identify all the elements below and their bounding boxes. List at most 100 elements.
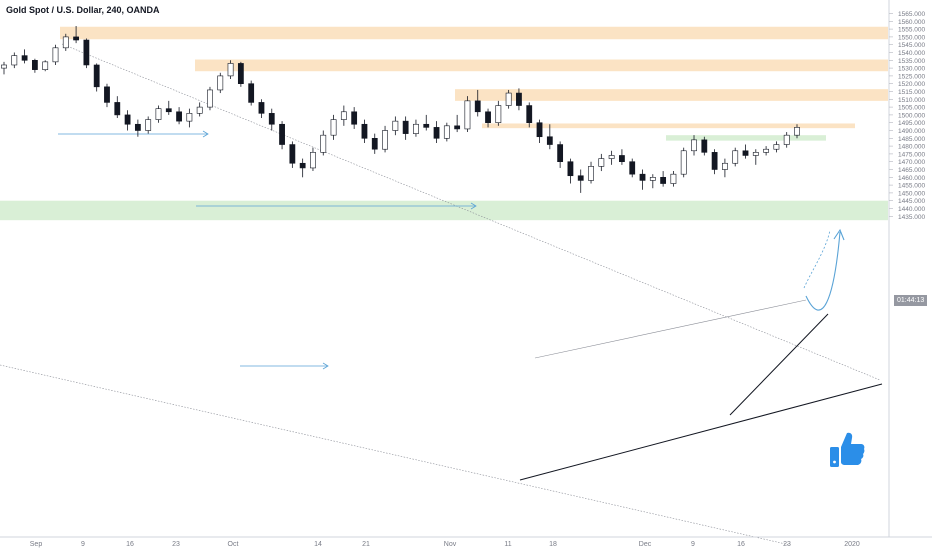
price-tick-label: 1530.000: [898, 66, 925, 73]
arrow-head: [322, 362, 329, 370]
price-tick-label: 1500.000: [898, 112, 925, 119]
candle-body: [691, 139, 697, 152]
candle-body: [248, 83, 255, 103]
resistance-zone: [60, 26, 888, 40]
candle-body: [763, 148, 770, 153]
candle-body: [722, 162, 728, 170]
candle-body: [505, 92, 512, 106]
price-tick-label: 1565.000: [898, 11, 925, 18]
candle-body: [495, 105, 502, 124]
current-price-badge: 01:44:13: [894, 295, 928, 306]
time-tick-label: 16: [737, 541, 745, 548]
candle-body: [73, 36, 79, 41]
candle-body: [711, 152, 718, 170]
price-tick-label: 1490.000: [898, 128, 925, 135]
time-tick-label: 16: [126, 541, 134, 548]
rising-trendline: [729, 313, 829, 416]
price-tick-label: 1545.000: [898, 42, 925, 49]
candle-body: [330, 119, 337, 136]
candle-body: [423, 123, 430, 128]
candle-body: [83, 39, 90, 66]
candle-body: [670, 173, 677, 184]
candle-body: [124, 114, 131, 125]
candle-body: [42, 61, 49, 70]
resistance-zone: [482, 123, 855, 129]
chart-title: Gold Spot / U.S. Dollar, 240, OANDA: [6, 5, 160, 15]
support-zone: [666, 135, 826, 141]
time-tick-label: 18: [549, 541, 557, 548]
candle-body: [310, 152, 316, 169]
time-tick-label: 23: [783, 541, 791, 548]
candle-body: [608, 155, 615, 159]
candle-body: [516, 92, 522, 106]
candle-body: [134, 123, 141, 131]
candle-body: [21, 55, 28, 61]
candle-body: [11, 55, 18, 66]
price-tick-label: 1485.000: [898, 136, 925, 143]
candle-body: [557, 144, 564, 162]
price-tick-label: 1495.000: [898, 120, 925, 127]
candle-body: [773, 144, 780, 150]
price-tick-label: 1460.000: [898, 175, 925, 182]
candle-body: [227, 63, 234, 77]
price-tick-label: 1455.000: [898, 183, 925, 190]
candle-body: [155, 108, 162, 120]
candle-body: [660, 177, 667, 184]
time-tick-label: Dec: [639, 541, 652, 548]
candle-body: [464, 100, 471, 130]
candle-body: [701, 139, 708, 153]
time-tick-label: Oct: [228, 541, 239, 548]
candle-body: [732, 150, 739, 164]
candle-body: [567, 161, 574, 177]
candle-body: [794, 127, 800, 136]
candle-body: [443, 125, 450, 139]
candle-body: [752, 152, 759, 156]
resistance-zone: [455, 89, 888, 101]
candle-body: [145, 119, 152, 131]
price-tick-label: 1560.000: [898, 19, 925, 26]
candle-body: [382, 130, 388, 150]
time-tick-label: Sep: [30, 541, 43, 548]
support-trendline: [519, 383, 883, 481]
candle-body: [639, 173, 646, 181]
candle-body: [186, 113, 193, 122]
candle-body: [783, 134, 790, 145]
candle-body: [577, 175, 584, 181]
candle-body: [279, 123, 285, 145]
price-tick-label: 1550.000: [898, 34, 925, 41]
candle-body: [413, 123, 419, 134]
candle-body: [114, 102, 121, 116]
price-tick-label: 1540.000: [898, 50, 925, 57]
candle-body: [485, 111, 491, 123]
price-tick-label: 1445.000: [898, 198, 925, 205]
candle-body: [680, 150, 687, 175]
candle-body: [165, 108, 172, 113]
support-zone: [0, 200, 888, 221]
candle-body: [1, 64, 7, 69]
price-tick-label: 1440.000: [898, 206, 925, 213]
candle-body: [176, 111, 182, 122]
price-tick-label: 1465.000: [898, 167, 925, 174]
arrow-head: [202, 130, 209, 138]
candle-body: [433, 127, 440, 139]
price-tick-label: 1510.000: [898, 97, 925, 104]
trendline-dotted: [61, 43, 881, 381]
price-tick-label: 1525.000: [898, 73, 925, 80]
projection-curve: [805, 231, 841, 311]
candle-body: [62, 36, 69, 49]
price-tick-label: 1515.000: [898, 89, 925, 96]
candle-body: [598, 158, 605, 167]
candle-body: [392, 120, 399, 131]
time-tick-label: 14: [314, 541, 322, 548]
candle-body: [536, 122, 543, 138]
candle-body: [454, 125, 461, 130]
arrow-head: [470, 202, 477, 210]
candle-body: [52, 47, 59, 63]
candle-body: [237, 63, 244, 84]
trendline-dotted: [0, 364, 791, 546]
candle-body: [402, 120, 409, 134]
price-tick-label: 1555.000: [898, 27, 925, 34]
candle-body: [31, 59, 38, 70]
candle-body: [588, 166, 594, 181]
candle-body: [526, 105, 533, 124]
